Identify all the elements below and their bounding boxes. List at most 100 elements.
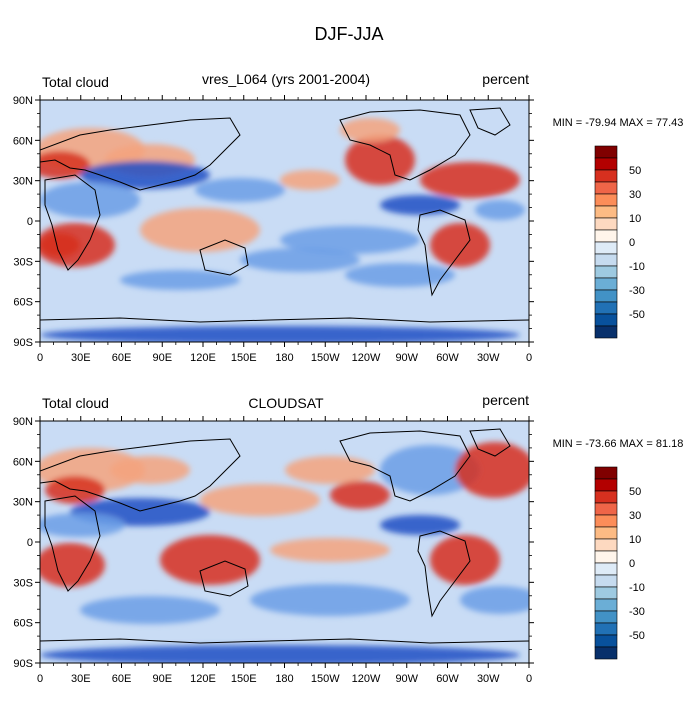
- panel-2-anomaly-patches: [40, 442, 529, 663]
- panel-2-colorbar-swatch: [594, 598, 618, 612]
- panel-2-axis-ticks: 90N 60N 30N 0 30S 60S 90S 0 30E 60E 90E 120E 150E 180…: [13, 416, 534, 685]
- panel-1-colorbar-swatch: [594, 253, 618, 267]
- panel-2-lon-label: 0: [526, 673, 532, 685]
- panel-1-lon-label: 30W: [477, 352, 500, 364]
- panel-1-colorbar-swatch: [594, 157, 618, 171]
- panel-2-lat-label: 30N: [13, 497, 33, 509]
- panel-2-colorbar-swatch: [594, 610, 618, 624]
- panel-2-left-title: Total cloud: [42, 395, 109, 411]
- panel-2-colorbar-swatch: [594, 646, 618, 660]
- panel-1-lon-label: 0: [526, 352, 532, 364]
- panel-2-colorbar-swatch: [594, 514, 618, 528]
- panel-1-colorbar-label: 50: [629, 165, 641, 177]
- panel-1-lon-label: 60E: [112, 352, 132, 364]
- panel-1-lon-label: 180: [275, 352, 293, 364]
- panel-1-lat-label: 90S: [13, 337, 33, 349]
- panel-2-lon-label: 30W: [477, 673, 500, 685]
- panel-1-colorbar-swatch: [594, 205, 618, 219]
- panel-2-colorbar-swatch: [594, 538, 618, 552]
- panel-1-colorbar-label: -50: [629, 309, 645, 321]
- panel-2-map-field: [40, 421, 529, 663]
- panel-1-colorbar-swatch: [594, 313, 618, 327]
- panel-2-lon-label: 120E: [190, 673, 216, 685]
- figure-title: DJF-JJA: [315, 24, 384, 44]
- panel-1-lon-label: 60W: [436, 352, 459, 364]
- panel-2-lat-label: 90S: [13, 658, 33, 670]
- panel-1-lon-label: 120E: [190, 352, 216, 364]
- panel-2-lon-label: 150E: [231, 673, 257, 685]
- panel-1-colorbar-swatch: [594, 277, 618, 291]
- panel-2-lon-label: 0: [37, 673, 43, 685]
- panel-1-lon-label: 150E: [231, 352, 257, 364]
- panel-2-lat-label: 90N: [13, 416, 33, 428]
- panel-1-center-title: vres_L064 (yrs 2001-2004): [202, 71, 370, 87]
- panel-2-lon-label: 150W: [311, 673, 340, 685]
- panel-1-colorbar-swatch: [594, 265, 618, 279]
- panel-2-colorbar-swatch: [594, 622, 618, 636]
- panel-2-colorbar-swatch: [594, 574, 618, 588]
- panel-2-colorbar-swatch: [594, 550, 618, 564]
- panel-1: Total cloud vres_L064 (yrs 2001-2004) pe…: [13, 71, 684, 364]
- panel-1-lon-label: 30E: [71, 352, 91, 364]
- panel-1-colorbar-swatch: [594, 193, 618, 207]
- panel-2-lat-label: 60N: [13, 456, 33, 468]
- panel-2-colorbar-label: 50: [629, 486, 641, 498]
- panel-2-lat-label: 30S: [13, 577, 33, 589]
- panel-2-colorbar: 50 30 10 0 -10 -30 -50: [594, 466, 645, 660]
- panel-1-lon-label: 150W: [311, 352, 340, 364]
- panel-1-map-field: [40, 100, 529, 342]
- panel-2-lon-label: 60W: [436, 673, 459, 685]
- panel-2-lon-label: 60E: [112, 673, 132, 685]
- panel-2-colorbar-label: 30: [629, 510, 641, 522]
- panel-1-colorbar-swatch: [594, 289, 618, 303]
- panel-1-right-title: percent: [482, 71, 529, 87]
- panel-1-colorbar-label: 0: [629, 237, 635, 249]
- panel-2-lon-label: 30E: [71, 673, 91, 685]
- panel-2-colorbar-label: -50: [629, 630, 645, 642]
- panel-2-colorbar-label: 0: [629, 558, 635, 570]
- panel-2-right-title: percent: [482, 392, 529, 408]
- panel-1-anomaly-patches: [40, 118, 525, 342]
- panel-2-colorbar-label: 10: [629, 534, 641, 546]
- panel-1-colorbar-swatch: [594, 145, 618, 159]
- panel-2-coastlines: [40, 428, 529, 644]
- panel-2-lat-label: 60S: [13, 618, 33, 630]
- panel-2-colorbar-swatch: [594, 502, 618, 516]
- panel-1-coastlines: [40, 107, 529, 323]
- panel-2-colorbar-swatch: [594, 466, 618, 480]
- panel-1-colorbar-swatch: [594, 169, 618, 183]
- panel-1-lon-label: 90E: [152, 352, 172, 364]
- panel-2-colorbar-label: -30: [629, 606, 645, 618]
- panel-2-lon-label: 90W: [395, 673, 418, 685]
- panel-2-colorbar-swatch: [594, 562, 618, 576]
- panel-2-lat-label: 0: [27, 537, 33, 549]
- panel-2-colorbar-swatch: [594, 490, 618, 504]
- panel-2-lon-label: 90E: [152, 673, 172, 685]
- panel-1-colorbar-label: -30: [629, 285, 645, 297]
- panel-1-colorbar-swatch: [594, 241, 618, 255]
- panel-2-colorbar-swatch: [594, 478, 618, 492]
- panel-1-colorbar-swatch: [594, 325, 618, 339]
- panel-2-colorbar-swatch: [594, 634, 618, 648]
- panel-1-colorbar-swatch: [594, 217, 618, 231]
- panel-1-lat-label: 30S: [13, 256, 33, 268]
- panel-1-lat-label: 60N: [13, 135, 33, 147]
- panel-2-center-title: CLOUDSAT: [248, 395, 324, 411]
- panel-1-colorbar-swatch: [594, 229, 618, 243]
- panel-1-left-title: Total cloud: [42, 74, 109, 90]
- panel-2-colorbar-swatch: [594, 586, 618, 600]
- panel-1-colorbar-label: 10: [629, 213, 641, 225]
- panel-1-colorbar-swatch: [594, 181, 618, 195]
- panel-1-lat-label: 60S: [13, 297, 33, 309]
- panel-2-lon-label: 120W: [352, 673, 381, 685]
- panel-1-colorbar: 50 30 10 0 -10 -30 -50: [594, 145, 645, 339]
- panel-1-colorbar-swatch: [594, 301, 618, 315]
- panel-2-lon-label: 180: [275, 673, 293, 685]
- panel-1-colorbar-label: -10: [629, 261, 645, 273]
- panel-1-lon-label: 90W: [395, 352, 418, 364]
- panel-2-stats: MIN = -73.66 MAX = 81.18: [553, 438, 684, 450]
- panel-1-lon-label: 120W: [352, 352, 381, 364]
- panel-1-lat-label: 90N: [13, 95, 33, 107]
- panel-1-lat-label: 0: [27, 216, 33, 228]
